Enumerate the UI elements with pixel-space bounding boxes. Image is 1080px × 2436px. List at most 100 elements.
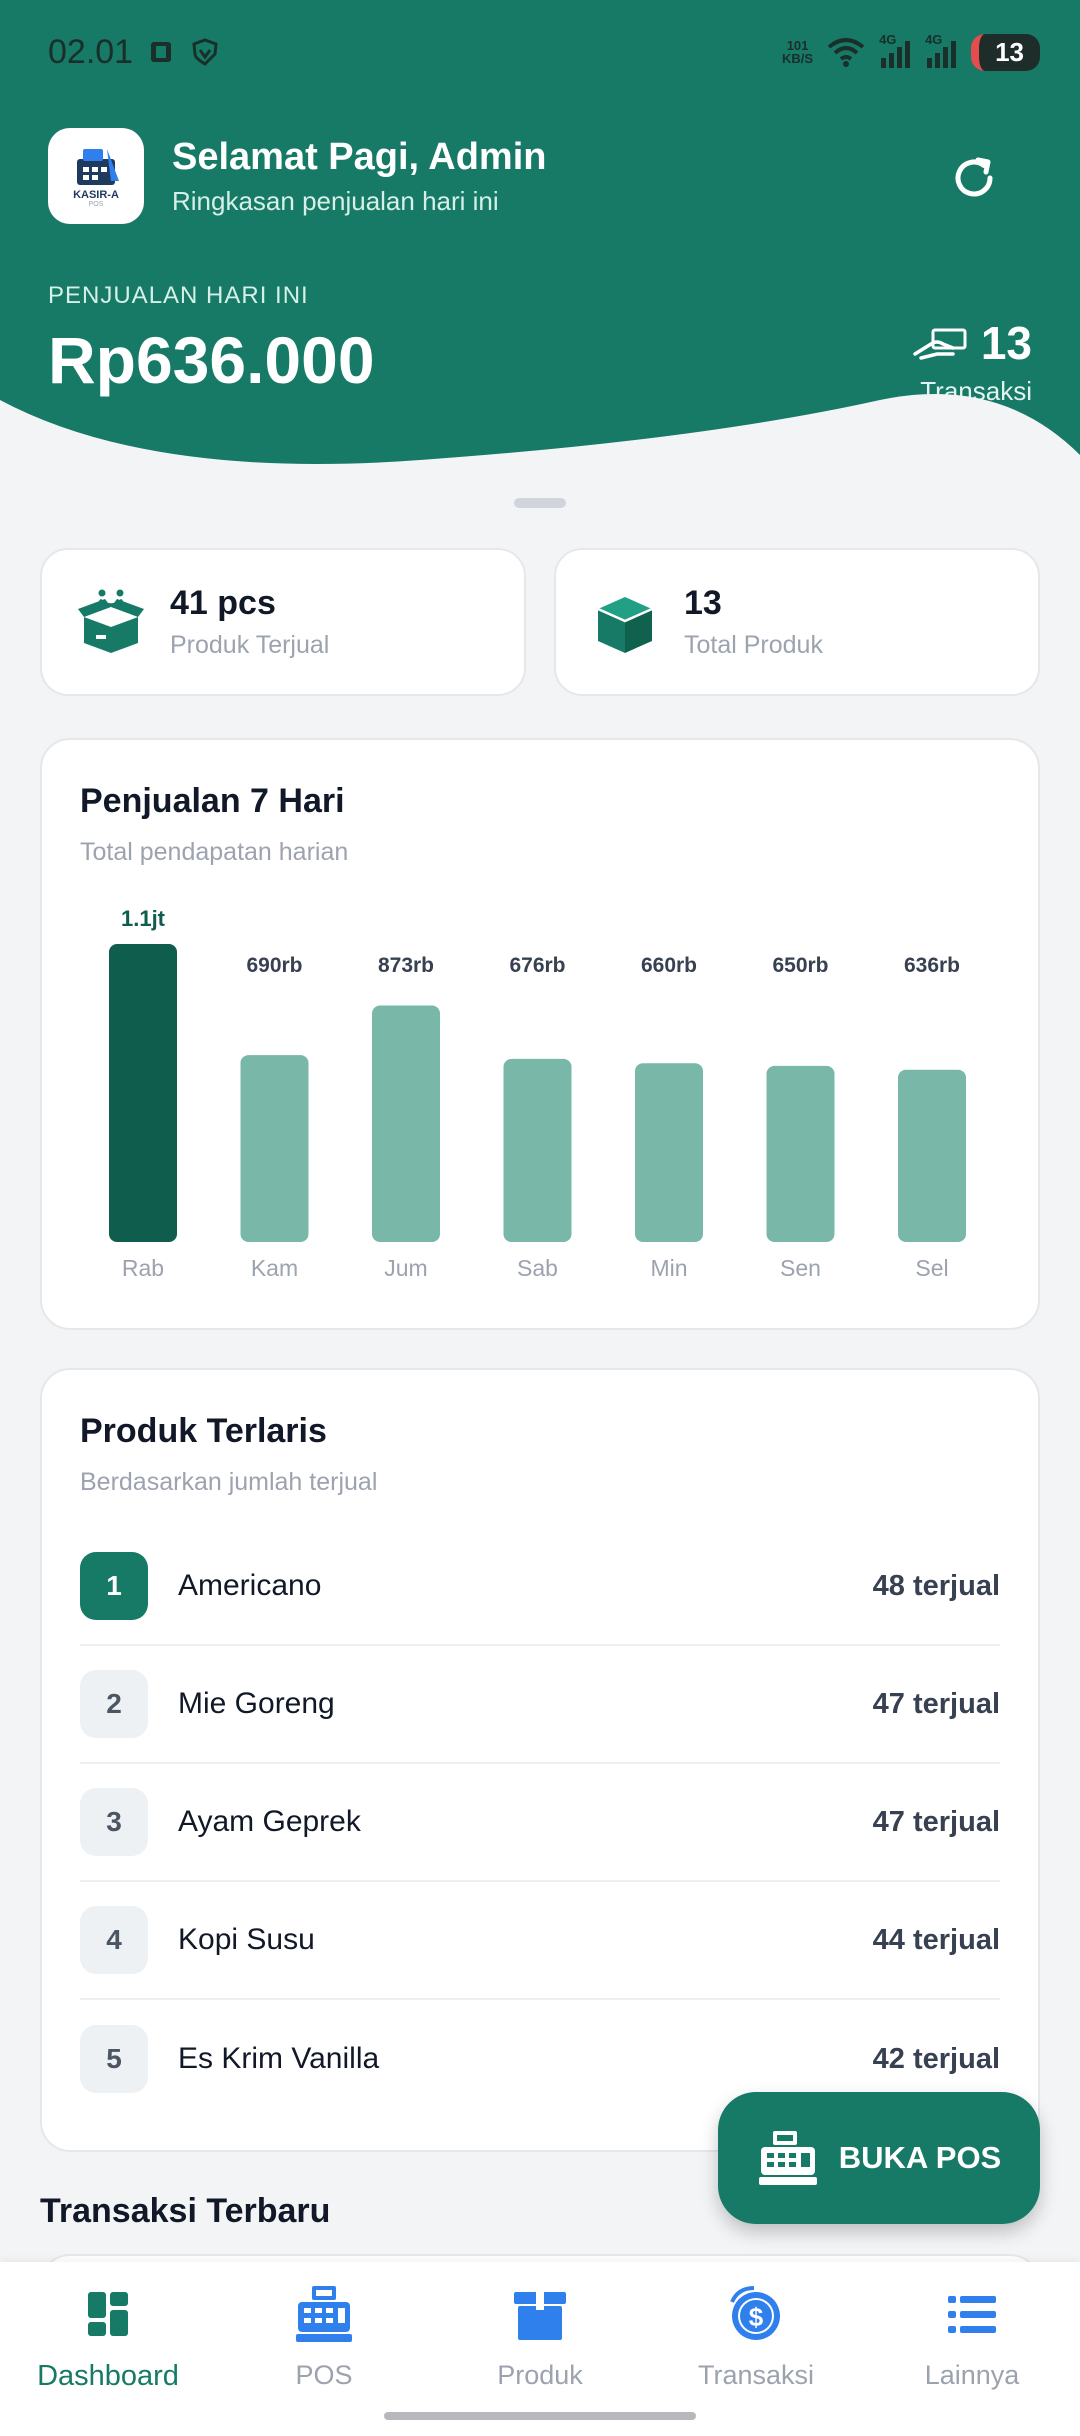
greeting-title: Selamat Pagi, Admin (172, 136, 547, 178)
bar-value-label: 650rb (772, 954, 828, 977)
bottom-navigation: Dashboard POS Produk (0, 2262, 1080, 2436)
sales-chart-card: Penjualan 7 Hari Total pendapatan harian… (40, 738, 1040, 1330)
vpn-shield-icon (192, 38, 218, 66)
top-products-subtitle: Berdasarkan jumlah terjual (80, 1468, 378, 1496)
bar-Sab[interactable] (503, 1058, 572, 1242)
bar-Rab[interactable] (109, 944, 177, 1242)
open-pos-button[interactable]: BUKA POS (718, 2092, 1040, 2224)
box-icon (514, 2292, 566, 2340)
sold-count: 44 terjual (872, 1923, 1000, 1956)
bar-value-label: 690rb (246, 954, 302, 977)
status-bar: 02.01 101 KB/S 4G 4G 13 (48, 30, 1040, 74)
sold-count: 47 terjual (872, 1687, 1000, 1720)
dollar-coin-icon: $ (730, 2286, 780, 2340)
rank-badge: 1 (80, 1552, 148, 1620)
bar-value-label: 676rb (509, 954, 565, 977)
nav-dashboard[interactable]: Dashboard (0, 2262, 216, 2436)
bar-Jum[interactable] (372, 1005, 440, 1242)
sales-value: Rp636.000 (48, 323, 375, 397)
product-name: Mie Goreng (178, 1687, 335, 1720)
nav-pos[interactable]: POS (216, 2262, 432, 2436)
wifi-icon (827, 38, 865, 67)
refresh-icon[interactable] (942, 146, 1006, 210)
signal-2: 4G (925, 32, 957, 68)
bar-value-label: 660rb (641, 954, 697, 977)
bar-value-label: 873rb (378, 954, 434, 977)
list-item[interactable]: 3 Ayam Geprek 47 terjual (80, 1764, 1000, 1882)
product-name: Americano (178, 1569, 322, 1602)
cash-register-icon (296, 2286, 352, 2342)
list-item[interactable]: 1 Americano 48 terjual (80, 1528, 1000, 1646)
x-tick-label: Min (650, 1255, 687, 1281)
dashboard-icon (88, 2292, 128, 2336)
header-wave (0, 394, 1080, 520)
happy-box-icon (78, 589, 144, 653)
transaction-count: 13 (913, 316, 1032, 370)
nav-transactions[interactable]: $ Transaksi (648, 2262, 864, 2436)
sales-label: PENJUALAN HARI INI (48, 282, 309, 309)
bar-Kam[interactable] (240, 1055, 309, 1242)
nav-label: Dashboard (37, 2360, 179, 2392)
nav-label: Lainnya (924, 2360, 1020, 2390)
status-time: 02.01 (48, 32, 134, 71)
top-products-title: Produk Terlaris (80, 1412, 327, 1450)
stat-label: Produk Terjual (170, 631, 330, 659)
nav-products[interactable]: Produk (432, 2262, 648, 2436)
nav-more[interactable]: Lainnya (864, 2262, 1080, 2436)
rank-badge: 2 (80, 1670, 148, 1738)
stat-card-sold[interactable]: 41 pcs Produk Terjual (40, 548, 526, 696)
x-tick-label: Jum (384, 1255, 427, 1281)
rank-badge: 4 (80, 1906, 148, 1974)
x-tick-label: Sab (517, 1255, 558, 1281)
sales-bar-chart: 1.1jt Rab 690rb Kam 873rb Jum 676rb Sab 660rb Min… (109, 906, 966, 1281)
list-icon (948, 2296, 996, 2333)
greeting-subtitle: Ringkasan penjualan hari ini (172, 186, 499, 216)
notification-icon (151, 42, 172, 62)
battery-indicator: 13 (971, 33, 1040, 71)
chart-title: Penjualan 7 Hari (80, 782, 345, 820)
signal-1: 4G (879, 32, 911, 68)
stat-card-products[interactable]: 13 Total Produk (554, 548, 1040, 696)
bar-Min[interactable] (635, 1063, 703, 1242)
product-name: Kopi Susu (178, 1923, 315, 1956)
sheet-handle[interactable] (514, 498, 566, 508)
nav-label: Produk (497, 2360, 583, 2390)
product-name: Es Krim Vanilla (178, 2042, 380, 2075)
product-name: Ayam Geprek (178, 1805, 361, 1838)
list-item[interactable]: 4 Kopi Susu 44 terjual (80, 1882, 1000, 2000)
bar-Sel[interactable] (898, 1069, 966, 1242)
header: 02.01 101 KB/S 4G 4G 13 (0, 0, 1080, 470)
stat-label: Total Produk (684, 631, 823, 659)
bar-value-label: 1.1jt (121, 906, 166, 931)
bar-value-label: 636rb (904, 954, 960, 977)
signal-bars-icon (927, 41, 957, 68)
app-logo: KASIR-A POS (48, 128, 144, 224)
nav-label: Transaksi (697, 2360, 815, 2390)
list-item[interactable]: 2 Mie Goreng 47 terjual (80, 1646, 1000, 1764)
hand-money-icon (913, 328, 967, 360)
cash-register-logo-icon (77, 148, 119, 185)
network-speed: 101 KB/S (782, 38, 814, 66)
rank-badge: 3 (80, 1788, 148, 1856)
list-item[interactable]: 5 Es Krim Vanilla 42 terjual (80, 2000, 1000, 2118)
recent-transactions-title: Transaksi Terbaru (40, 2192, 331, 2230)
box-icon (597, 597, 653, 653)
chart-subtitle: Total pendapatan harian (80, 838, 349, 866)
sold-count: 47 terjual (872, 1805, 1000, 1838)
signal-bars-icon (881, 41, 911, 68)
x-tick-label: Sen (780, 1255, 821, 1281)
open-pos-label: BUKA POS (838, 2140, 1002, 2175)
stat-value: 41 pcs (170, 584, 276, 622)
nav-label: POS (295, 2360, 353, 2390)
top-products-card: Produk Terlaris Berdasarkan jumlah terju… (40, 1368, 1040, 2152)
cash-register-icon (758, 2131, 817, 2185)
bar-Sen[interactable] (766, 1065, 835, 1242)
sold-count: 42 terjual (872, 2042, 1000, 2075)
rank-badge: 5 (80, 2025, 148, 2093)
svg-text:$: $ (749, 2302, 764, 2332)
home-indicator[interactable] (384, 2412, 696, 2420)
x-tick-label: Sel (915, 1255, 948, 1281)
sold-count: 48 terjual (872, 1569, 1000, 1602)
stat-value: 13 (684, 584, 722, 622)
